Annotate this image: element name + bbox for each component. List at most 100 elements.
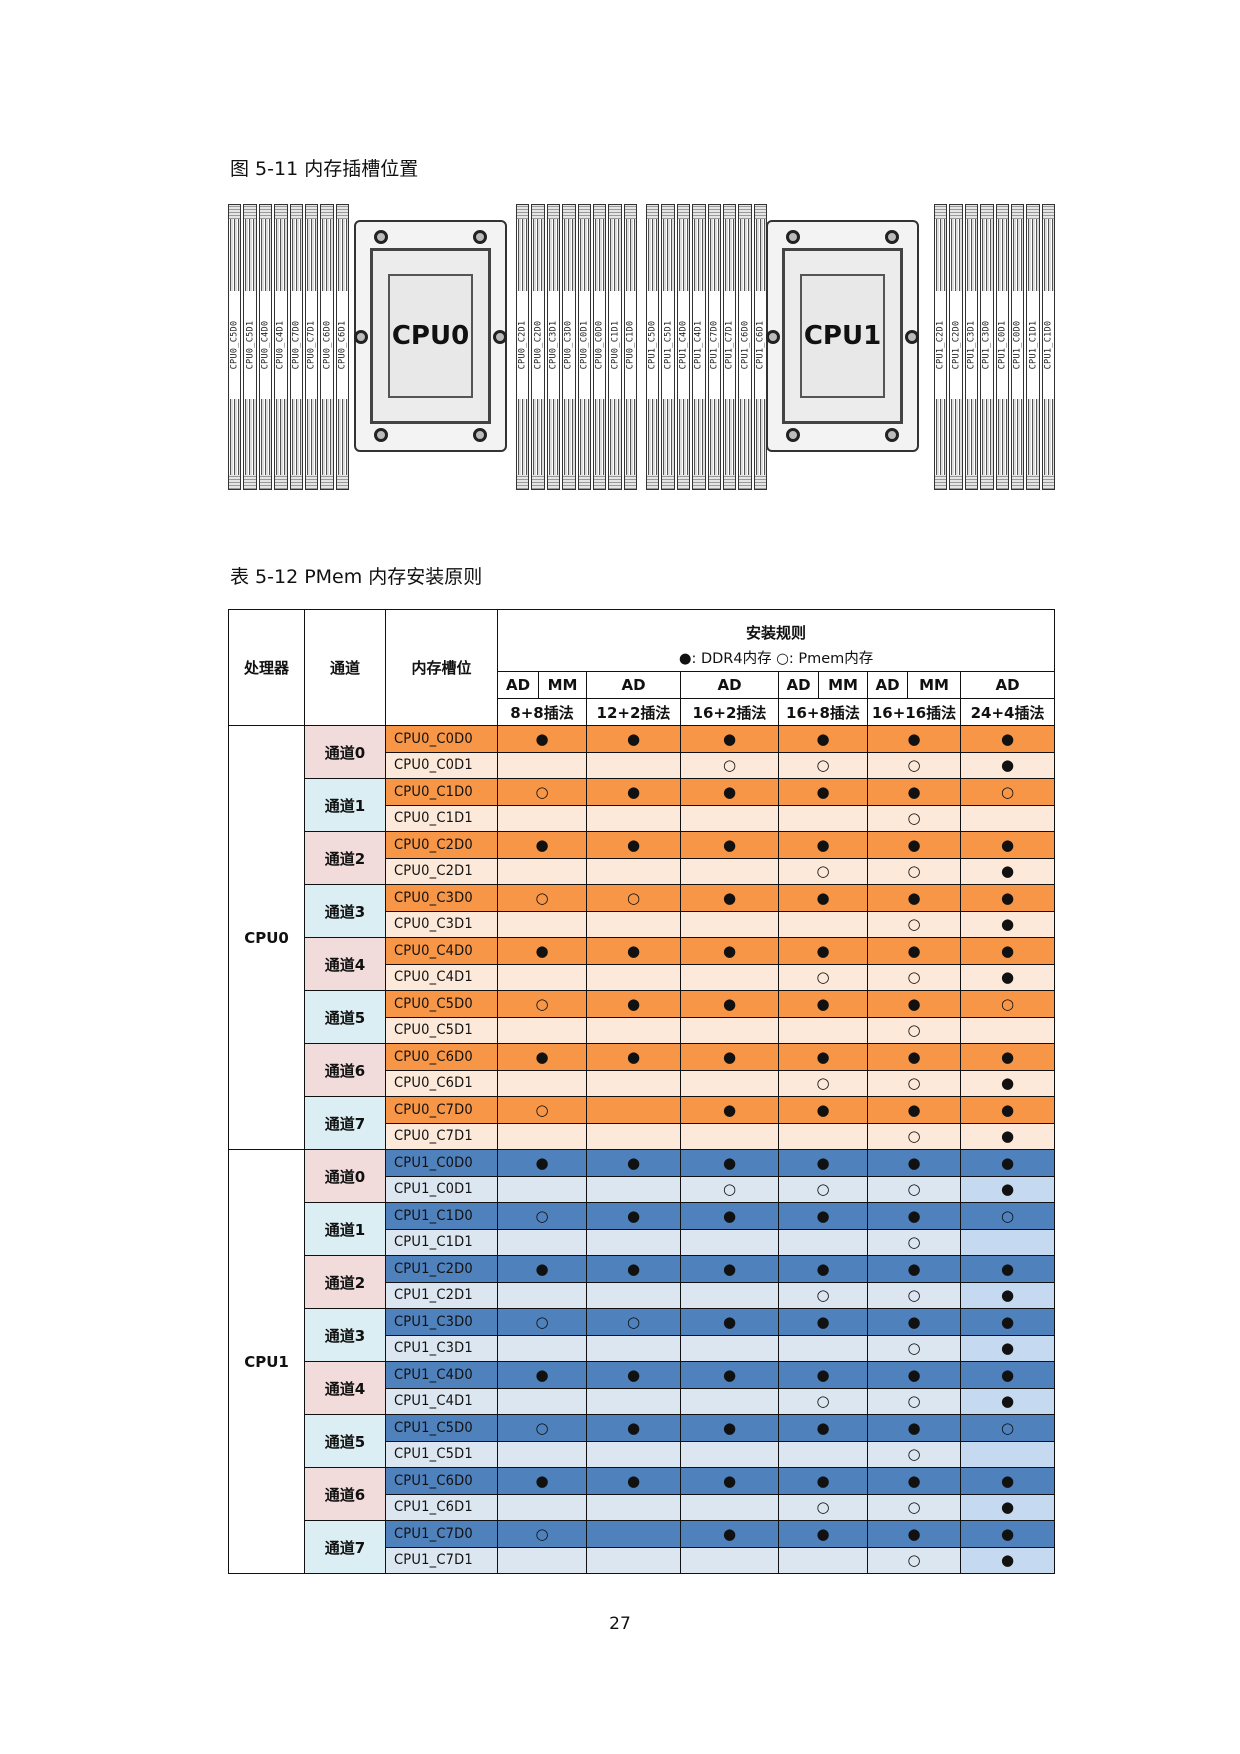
dimm-group: CPU0_C5D0 CPU0_C5D1 CPU0_C4D0 CPU0_C4D1 CPU0… <box>228 204 350 490</box>
rule-mark-cell: ● <box>959 884 1056 912</box>
dimm-label: CPU0_C6D0 <box>322 320 333 370</box>
ddr4-dot-icon: ● <box>722 782 737 801</box>
pmem-circle-icon: ○ <box>816 862 830 881</box>
rule-mark-cell: ○ <box>497 990 587 1018</box>
ddr4-dot-icon: ● <box>816 1153 830 1172</box>
ddr4-dot-icon: ● <box>1001 1286 1015 1305</box>
slot-cell: CPU0_C7D0 <box>385 1096 498 1124</box>
processor-cell: CPU0 <box>228 725 305 1150</box>
slot-cell: CPU1_C0D0 <box>385 1149 498 1177</box>
rule-mark-cell: ● <box>586 1414 681 1442</box>
rule-mark-cell <box>497 1387 587 1415</box>
rule-mark-cell: ○ <box>497 1520 587 1548</box>
ddr4-dot-icon: ● <box>626 835 641 854</box>
rule-mark-cell: ● <box>497 1361 587 1389</box>
ddr4-dot-icon: ● <box>626 1047 641 1066</box>
screw-icon <box>473 230 487 244</box>
screw-icon <box>374 428 388 442</box>
rule-mark-cell: ○ <box>680 751 779 779</box>
dimm-group: CPU0_C2D1 CPU0_C2D0 CPU0_C3D1 CPU0_C3D0 CPU0… <box>516 204 638 490</box>
rule-mark-cell <box>778 1016 868 1044</box>
ddr4-dot-icon: ● <box>816 1206 830 1225</box>
pmem-install-rules-table: 处理器 通道 内存槽位 安装规则 ●: DDR4内存 ○: Pmem内存 AD M… <box>228 609 1056 1574</box>
ddr4-dot-icon: ● <box>907 1524 921 1543</box>
rule-mark-cell: ● <box>586 1255 681 1283</box>
rule-mark-cell: ● <box>867 937 961 965</box>
slot-cell: CPU0_C3D1 <box>385 910 498 938</box>
ddr4-dot-icon: ● <box>816 729 830 748</box>
rule-mark-cell: ● <box>586 990 681 1018</box>
table-row: CPU0_C3D1 ○ ● <box>229 910 1056 938</box>
pmem-circle-icon: ○ <box>1001 1418 1015 1437</box>
ddr4-dot-icon: ● <box>626 1259 641 1278</box>
ddr4-dot-icon: ● <box>907 1365 921 1384</box>
ddr4-dot-icon: ● <box>1001 835 1015 854</box>
pmem-circle-icon: ○ <box>816 1286 830 1305</box>
ddr4-dot-icon: ● <box>816 1312 830 1331</box>
rule-mark-cell: ● <box>867 1308 961 1336</box>
rule-mark-cell <box>586 1096 681 1124</box>
ddr4-dot-icon: ● <box>722 1206 737 1225</box>
header-legend: ●: DDR4内存 ○: Pmem内存 <box>678 650 874 667</box>
rule-mark-cell: ● <box>959 963 1056 991</box>
dimm-label: CPU1_C6D1 <box>755 320 766 370</box>
ddr4-dot-icon: ● <box>1001 888 1015 907</box>
ddr4-dot-icon: ● <box>1001 1047 1015 1066</box>
rule-mark-cell <box>680 1334 779 1362</box>
dimm-label: CPU1_C7D0 <box>709 320 720 370</box>
ddr4-dot-icon: ● <box>722 888 737 907</box>
ddr4-dot-icon: ● <box>816 782 830 801</box>
dimm-label: CPU1_C0D1 <box>997 320 1008 370</box>
rule-mark-cell: ● <box>867 1202 961 1230</box>
slot-cell: CPU0_C4D0 <box>385 937 498 965</box>
ddr4-dot-icon: ● <box>722 1153 737 1172</box>
rule-mark-cell: ● <box>680 1467 779 1495</box>
rule-mark-cell <box>497 1493 587 1521</box>
rule-mark-cell: ○ <box>497 1096 587 1124</box>
slot-cell: CPU0_C5D0 <box>385 990 498 1018</box>
slot-cell: CPU1_C6D1 <box>385 1493 498 1521</box>
ddr4-dot-icon: ● <box>1001 1180 1015 1199</box>
slot-cell: CPU0_C4D1 <box>385 963 498 991</box>
ddr4-dot-icon: ● <box>722 994 737 1013</box>
ddr4-dot-icon: ● <box>816 1100 830 1119</box>
rule-mark-cell <box>586 804 681 832</box>
rule-mark-cell: ● <box>867 1361 961 1389</box>
pmem-circle-icon: ○ <box>907 1074 921 1093</box>
rule-mark-cell: ○ <box>867 751 961 779</box>
rule-mark-cell: ● <box>867 778 961 806</box>
dimm-slot: CPU0_C4D0 <box>258 204 273 490</box>
screw-icon <box>786 428 800 442</box>
table-row: CPU1_C4D1 ○ ○ ● <box>229 1387 1056 1415</box>
pmem-circle-icon: ○ <box>907 1392 921 1411</box>
rule-mark-cell: ● <box>586 937 681 965</box>
channel-cell: 通道0 <box>304 1149 386 1203</box>
slot-cell: CPU1_C3D0 <box>385 1308 498 1336</box>
ddr4-dot-icon: ● <box>626 941 641 960</box>
rule-mark-cell: ● <box>680 1202 779 1230</box>
dimm-slot: CPU1_C4D1 <box>692 204 706 490</box>
rule-mark-cell: ● <box>959 1255 1056 1283</box>
ddr4-dot-icon: ● <box>1001 1498 1015 1517</box>
slot-cell: CPU0_C1D0 <box>385 778 498 806</box>
rule-mark-cell: ○ <box>959 1202 1056 1230</box>
dimm-label: CPU1_C3D0 <box>981 320 992 370</box>
header-config: 24+4插法 <box>959 698 1056 726</box>
dimm-label: CPU0_C3D0 <box>563 320 574 370</box>
rule-mark-cell: ● <box>959 1334 1056 1362</box>
channel-cell: 通道2 <box>304 1255 386 1309</box>
rule-mark-cell: ● <box>680 778 779 806</box>
rule-mark-cell: ● <box>586 1149 681 1177</box>
processor-cell: CPU1 <box>228 1149 305 1574</box>
figure-caption: 图 5-11 内存插槽位置 <box>230 158 419 180</box>
rule-mark-cell <box>497 1546 587 1574</box>
pmem-circle-icon: ○ <box>907 1339 921 1358</box>
rule-mark-cell: ○ <box>867 1175 961 1203</box>
channel-cell: 通道6 <box>304 1467 386 1521</box>
rule-mark-cell: ● <box>959 1361 1056 1389</box>
ddr4-dot-icon: ● <box>626 1206 641 1225</box>
dimm-slot: CPU0_C6D0 <box>320 204 334 490</box>
rule-mark-cell: ● <box>867 1149 961 1177</box>
ddr4-dot-icon: ● <box>816 888 830 907</box>
slot-cell: CPU1_C1D0 <box>385 1202 498 1230</box>
